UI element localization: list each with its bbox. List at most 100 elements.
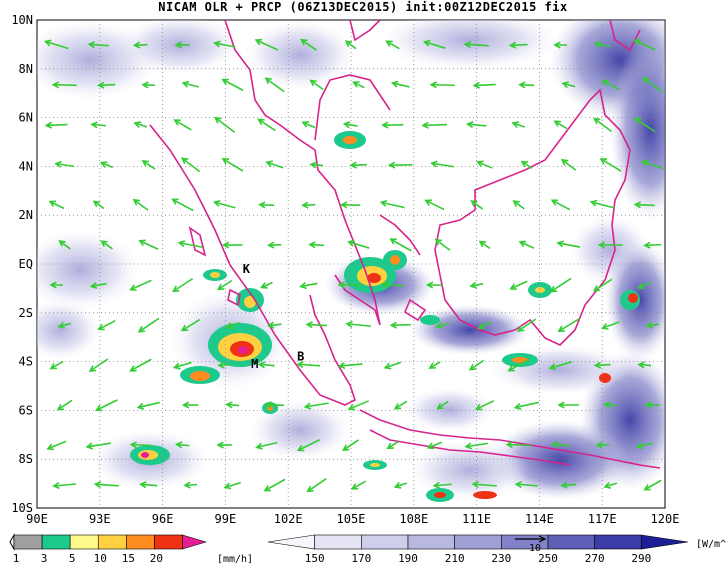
wind-arrow — [389, 238, 412, 252]
wind-arrow — [593, 361, 611, 369]
wind-arrow — [557, 401, 579, 409]
wind-arrow — [171, 198, 194, 212]
map-title: NICAM OLR + PRCP (06Z13DEC2015) init:00Z… — [158, 0, 568, 14]
wind-arrow — [595, 441, 610, 449]
wind-arrow — [137, 317, 160, 333]
wind-arrow — [132, 198, 149, 211]
wind-arrow — [518, 81, 535, 89]
wind-arrow — [300, 38, 317, 51]
wind-arrow — [430, 160, 455, 168]
precip-colorbar-label: 5 — [69, 552, 76, 565]
wind-arrow — [548, 361, 572, 371]
wind-arrow — [641, 159, 664, 170]
olr-colorbar-label: 230 — [491, 552, 511, 565]
wind-arrow — [49, 281, 64, 289]
wind-arrow — [254, 38, 279, 51]
wind-arrow — [129, 441, 151, 449]
wind-arrow — [264, 77, 285, 93]
wind-arrow — [337, 281, 363, 289]
wind-arrow — [258, 201, 275, 209]
wind-arrow — [516, 318, 537, 332]
y-tick-label: 6N — [19, 111, 33, 125]
wind-arrow — [136, 401, 160, 410]
wind-arrow — [599, 158, 622, 172]
wind-arrow — [477, 321, 492, 330]
wind-arrow — [267, 241, 282, 249]
x-tick-label: 90E — [26, 512, 48, 526]
wind-arrow — [645, 321, 660, 329]
wind-arrow — [345, 320, 372, 328]
wind-arrow — [57, 321, 72, 329]
olr-colorbar-swatch — [594, 534, 642, 550]
wind-arrow — [470, 200, 483, 210]
wind-arrow — [177, 240, 203, 249]
wind-arrow — [181, 80, 200, 88]
wind-arrow — [428, 361, 441, 369]
x-tick-label: 111E — [462, 512, 491, 526]
wind-arrow — [633, 39, 656, 51]
wind-arrow — [340, 201, 361, 209]
wind-arrow — [266, 321, 282, 329]
wind-arrow — [305, 321, 327, 329]
map-gridlines — [37, 20, 665, 508]
wind-arrow — [349, 161, 367, 169]
reference-vector: 10 — [515, 535, 547, 554]
wind-arrow — [421, 121, 447, 129]
precip-colorbar-unit: [mm/h] — [217, 554, 253, 565]
olr-colorbar-swatch — [547, 534, 595, 550]
wind-arrow — [561, 81, 576, 89]
wind-arrow — [56, 399, 73, 411]
wind-arrow — [386, 441, 399, 450]
precip-colorbar-swatch — [97, 534, 127, 550]
y-tick-label: 8N — [19, 62, 33, 76]
wind-arrow — [138, 239, 159, 250]
wind-arrow — [436, 400, 449, 410]
wind-arrow — [601, 79, 620, 91]
wind-arrow — [347, 239, 370, 249]
olr-colorbar-label: 170 — [351, 552, 371, 565]
precip-colorbar-swatch — [41, 534, 71, 550]
wind-arrow — [97, 81, 116, 89]
wind-arrow — [592, 278, 613, 292]
wind-arrow — [49, 360, 64, 370]
wind-arrow — [92, 200, 105, 210]
wind-arrow — [180, 318, 201, 332]
wind-arrow — [213, 40, 236, 48]
wind-arrow — [337, 362, 363, 370]
wind-arrow — [85, 442, 111, 450]
wind-arrow — [352, 81, 365, 89]
wind-arrow — [379, 199, 405, 209]
wind-arrow — [435, 321, 450, 329]
olr-colorbar-swatch — [454, 534, 502, 550]
wind-arrow — [556, 240, 581, 248]
wind-vector-field — [43, 38, 664, 493]
wind-arrow — [635, 442, 653, 450]
x-tick-label: 114E — [525, 512, 554, 526]
wind-arrow — [424, 199, 445, 211]
wind-arrow — [309, 79, 324, 91]
wind-arrow — [508, 41, 528, 49]
wind-arrow — [221, 158, 244, 172]
wind-arrow — [264, 401, 285, 409]
wind-arrow — [381, 121, 404, 129]
wind-arrow — [643, 241, 662, 249]
wind-arrow — [93, 480, 119, 489]
wind-arrow — [299, 282, 318, 290]
wind-arrow — [478, 240, 491, 250]
wind-arrow — [100, 240, 113, 250]
wind-arrow — [432, 481, 452, 489]
wind-arrow — [221, 78, 244, 92]
wind-arrow — [520, 160, 533, 170]
precip-colorbar-arrow-left — [9, 533, 15, 551]
wind-arrow — [344, 40, 357, 50]
wind-arrow — [464, 442, 488, 450]
precip-colorbar-label: 3 — [41, 552, 48, 565]
wind-arrow — [383, 361, 402, 370]
wind-arrow — [43, 39, 69, 50]
y-tick-label: 8S — [19, 452, 33, 466]
y-tick-label: 2N — [19, 208, 33, 222]
wind-arrow — [637, 361, 652, 369]
wind-arrow — [54, 160, 75, 168]
wind-arrow — [99, 161, 114, 169]
